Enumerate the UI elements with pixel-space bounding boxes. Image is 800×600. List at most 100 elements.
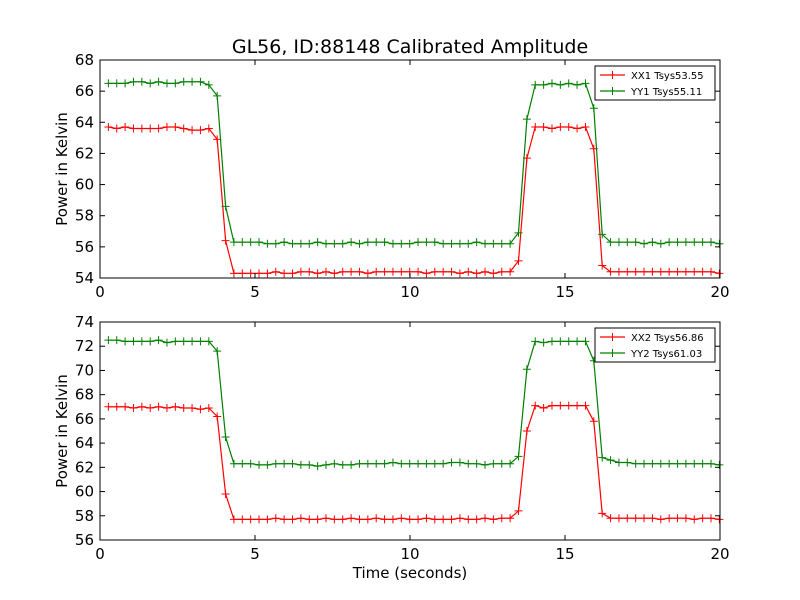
data-point [313,238,322,247]
data-point [614,514,623,523]
y-tick-label: 56 [75,238,94,256]
series-line-yy1 [108,81,720,245]
data-point [631,514,640,523]
data-point [255,515,264,524]
data-point [338,267,347,276]
data-point [531,80,540,89]
data-point [154,77,163,86]
data-point [489,269,498,278]
data-point [271,239,280,248]
data-point [397,514,406,523]
data-point [363,515,372,524]
data-point [665,459,674,468]
data-point [447,239,456,248]
data-point [497,459,506,468]
data-point [179,124,188,133]
legend-marker [608,333,617,341]
data-point [380,267,389,276]
data-point [606,238,615,247]
data-point [263,460,272,469]
data-point [288,459,297,468]
data-point [690,515,699,524]
y-tick-label: 68 [75,51,94,69]
data-point [188,403,197,412]
data-point [665,238,674,247]
y-tick-label: 56 [75,531,94,549]
data-point [112,124,121,133]
data-point [455,458,464,467]
data-point [665,514,674,523]
data-point [121,337,130,346]
data-point [121,122,130,131]
data-point [522,427,531,435]
y-tick-label: 72 [75,337,94,355]
data-point [255,238,264,247]
legend-box [594,65,716,101]
data-point [631,459,640,468]
data-point [447,267,456,276]
data-point [347,460,356,469]
y-tick-label: 66 [75,410,94,428]
data-point [363,269,372,278]
data-point [707,267,716,276]
data-point [129,403,138,412]
data-point [196,126,205,135]
data-point [640,514,649,523]
data-point [171,337,180,346]
data-point [112,336,121,345]
data-point [162,122,171,131]
data-point [246,459,255,468]
data-point [715,515,724,524]
data-point [439,515,448,524]
data-point [564,401,573,410]
data-point [162,79,171,88]
data-point [363,238,372,247]
data-point [280,459,289,468]
data-point [388,458,397,467]
data-point [372,514,381,523]
data-point [162,403,171,412]
data-point [313,462,322,471]
data-point [589,417,598,426]
data-point [539,338,548,347]
data-point [614,238,623,247]
data-point [690,267,699,276]
data-point [573,124,582,133]
data-point [506,514,515,523]
data-point [673,459,682,468]
data-point [229,515,238,524]
data-point [430,459,439,468]
data-point [481,267,490,276]
data-point [481,460,490,469]
data-point [112,79,121,88]
y-tick-label: 64 [75,113,94,131]
data-point [707,459,716,468]
data-point [238,515,247,524]
data-point [531,337,540,346]
data-point [388,267,397,276]
legend-marker [608,87,617,95]
data-point [238,269,247,278]
data-point [321,514,330,523]
y-tick-label: 64 [75,434,94,452]
data-point [280,238,289,247]
data-point [564,79,573,88]
data-point [497,239,506,248]
data-point [104,79,113,88]
data-point [213,91,222,100]
data-point [280,269,289,278]
x-tick-label: 0 [95,545,105,563]
data-point [296,267,305,276]
data-point [380,459,389,468]
data-point [179,403,188,412]
data-point [171,79,180,88]
legend-marker [608,349,617,357]
data-point [631,238,640,247]
data-point [129,124,138,133]
y-tick-label: 58 [75,507,94,525]
data-point [598,261,607,270]
legend: XX1 Tsys53.55 YY1 Tsys55.11 [594,65,716,101]
data-point [623,238,632,247]
data-point [506,267,515,276]
data-point [648,267,657,276]
